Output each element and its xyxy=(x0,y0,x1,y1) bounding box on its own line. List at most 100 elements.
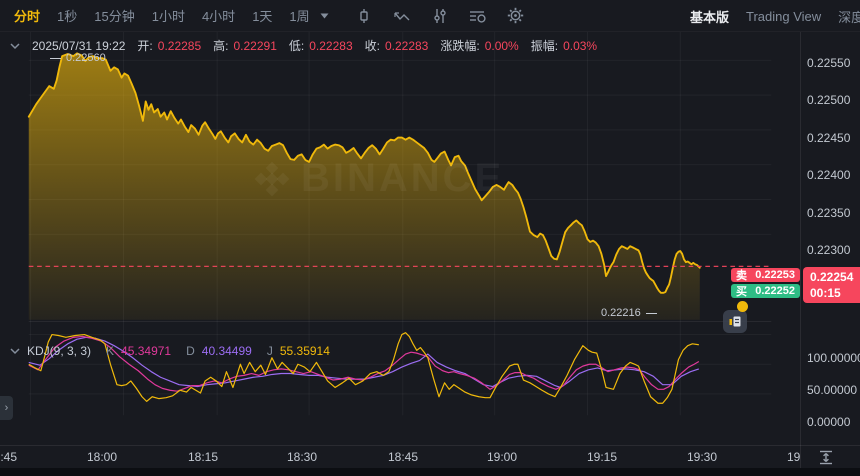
ohlc-field: 收: 0.22283 xyxy=(365,37,429,54)
view-tab[interactable]: 深度图 xyxy=(838,9,860,25)
price-axis-tick: 0.22350 xyxy=(807,205,851,220)
order-document-icon xyxy=(729,316,741,327)
ohlc-field-value: 0.00% xyxy=(484,38,519,53)
order-panel-button[interactable] xyxy=(723,310,747,333)
kdj-indicator-header: KDJ(9, 3, 3) K 45.34971 D 40.34499 J 55.… xyxy=(10,344,330,358)
kdj-title: KDJ(9, 3, 3) xyxy=(27,344,92,358)
candle-countdown: 00:15 xyxy=(810,286,841,300)
high-marker-dash xyxy=(50,57,61,59)
kdj-j-value: 55.35914 xyxy=(279,344,330,358)
buy-label: 买 xyxy=(736,286,747,298)
last-price-value: 0.22254 xyxy=(810,270,854,284)
kdj-d-value: 40.34499 xyxy=(201,344,252,358)
interval-button[interactable]: 1天 xyxy=(252,9,273,24)
last-price-badge[interactable]: 0.22254 00:15 xyxy=(803,267,860,303)
ohlc-datetime: 2025/07/31 19:22 xyxy=(32,38,126,53)
ohlc-field: 低: 0.22283 xyxy=(289,37,353,54)
settings-gear-icon[interactable] xyxy=(507,7,525,25)
ohlc-field-label: 低: xyxy=(288,39,305,53)
pane-expander-button[interactable]: › xyxy=(0,396,13,420)
ohlc-field: 高: 0.22291 xyxy=(213,37,277,54)
ohlc-field-value: 0.03% xyxy=(563,38,598,53)
view-tab[interactable]: Trading View xyxy=(746,8,822,24)
line-style-icon[interactable] xyxy=(393,7,411,25)
kdj-k-line xyxy=(28,335,700,392)
price-area-fill xyxy=(28,53,700,320)
indicators-icon[interactable] xyxy=(431,7,449,25)
interval-button[interactable]: 1秒 xyxy=(57,9,78,24)
price-axis-tick: 0.22450 xyxy=(807,130,851,145)
ohlc-field: 振幅: 0.03% xyxy=(531,37,597,54)
view-tabs: 基本版 Trading View 深度图 xyxy=(690,0,860,32)
bid-ask-badges: 卖 0.22253 买 0.22252 xyxy=(731,268,800,298)
time-axis-tick: 18:00 xyxy=(86,450,118,464)
low-marker-value: 0.22216 xyxy=(601,307,641,319)
time-axis-tick: 18:15 xyxy=(187,450,219,464)
price-line xyxy=(27,52,701,294)
interval-button[interactable]: 1周 xyxy=(289,9,310,24)
price-axis-tick: 0.22300 xyxy=(807,243,851,257)
ohlc-field-label: 开: xyxy=(137,39,153,53)
interval-button[interactable]: 分时 xyxy=(14,9,41,24)
ohlc-field-label: 高: xyxy=(213,39,229,53)
time-axis-tick: 18:45 xyxy=(387,450,419,464)
kdj-collapse-chevron-icon[interactable] xyxy=(10,347,20,355)
kdj-d-label: D xyxy=(186,344,195,358)
kdj-axis-tick: 0.00000 xyxy=(807,415,851,429)
ohlc-fields: 开: 0.22285 高: 0.22291 低: 0.22283 收: 0.22283 涨跌幅:… xyxy=(137,37,597,54)
sell-price-badge[interactable]: 卖 0.22253 xyxy=(731,268,800,282)
session-high-marker: 0.22560 xyxy=(50,52,106,64)
high-marker-value: 0.22560 xyxy=(66,52,106,64)
ohlc-field-value: 0.22285 xyxy=(157,38,202,53)
time-axis-tick: 17:45 xyxy=(0,450,18,464)
buy-price-badge[interactable]: 买 0.22252 xyxy=(731,284,800,298)
ohlc-field-label: 涨跌幅: xyxy=(440,39,480,53)
time-axis[interactable]: 17:45 18:00 18:15 18:30 18:45 19:00 19:15 19:30… xyxy=(0,445,860,468)
ohlc-field: 涨跌幅: 0.00% xyxy=(440,37,518,54)
price-axis-tick: 0.22500 xyxy=(807,93,851,107)
time-labels: 17:45 18:00 18:15 18:30 18:45 19:00 19:15 19:30… xyxy=(0,446,800,468)
buy-price: 0.22252 xyxy=(755,285,795,297)
interval-button[interactable]: 1小时 xyxy=(151,9,185,24)
indicator-settings-icon[interactable] xyxy=(469,7,487,25)
bottom-strip xyxy=(0,468,860,476)
ohlc-field-label: 振幅: xyxy=(530,39,559,53)
ohlc-field: 开: 0.22285 xyxy=(137,37,201,54)
ohlc-field-label: 收: xyxy=(364,39,380,53)
kdj-k-label: K xyxy=(106,344,115,358)
low-marker-dash xyxy=(645,312,657,314)
ohlc-field-value: 0.22283 xyxy=(309,38,353,53)
candlestick-icon[interactable] xyxy=(355,7,373,25)
price-scale[interactable]: 0.22550 0.22500 0.22450 0.22400 0.22350 0.223… xyxy=(801,32,860,468)
kdj-k-value: 45.34971 xyxy=(121,344,172,358)
sell-label: 卖 xyxy=(736,270,747,282)
ohlc-info-row: 2025/07/31 19:22 开: 0.22285 高: 0.22291 低: 0.2… xyxy=(10,37,597,54)
ohlc-field-value: 0.22283 xyxy=(384,38,429,53)
session-low-marker: 0.22216 xyxy=(601,307,657,319)
kdj-axis-tick: 50.00000 xyxy=(807,383,858,397)
collapse-chevron-icon[interactable] xyxy=(10,42,20,50)
interval-button[interactable]: 4小时 xyxy=(201,9,236,24)
sell-price: 0.22253 xyxy=(755,269,795,281)
time-axis-tick: 19:00 xyxy=(486,450,518,464)
chart-toolbar: 分时 1秒 15分钟 1小时 4小时 1天 1周 xyxy=(0,0,860,32)
interval-button[interactable]: 15分钟 xyxy=(94,9,135,24)
interval-dropdown-caret-icon[interactable] xyxy=(320,13,329,19)
time-axis-tick: 19:30 xyxy=(686,450,718,464)
kdj-j-line xyxy=(28,332,699,404)
interval-list: 分时 1秒 15分钟 1小时 4小时 1天 1周 xyxy=(14,6,310,25)
axis-scale-icon[interactable] xyxy=(818,450,834,470)
price-axis-tick: 0.22400 xyxy=(807,168,851,182)
price-scale-separator[interactable] xyxy=(800,32,801,468)
time-axis-tick: 19:15 xyxy=(586,450,618,464)
time-axis-tick: 19:45 xyxy=(786,450,800,464)
last-point-dot xyxy=(737,301,748,312)
ohlc-field-value: 0.22291 xyxy=(233,38,277,53)
kdj-j-label: J xyxy=(266,344,273,358)
chart-plot-area[interactable] xyxy=(0,32,800,445)
time-axis-tick: 18:30 xyxy=(286,450,318,464)
chart-tools xyxy=(355,7,525,25)
view-tab[interactable]: 基本版 xyxy=(690,9,730,25)
kdj-axis-tick: 100.00000 xyxy=(807,351,860,365)
